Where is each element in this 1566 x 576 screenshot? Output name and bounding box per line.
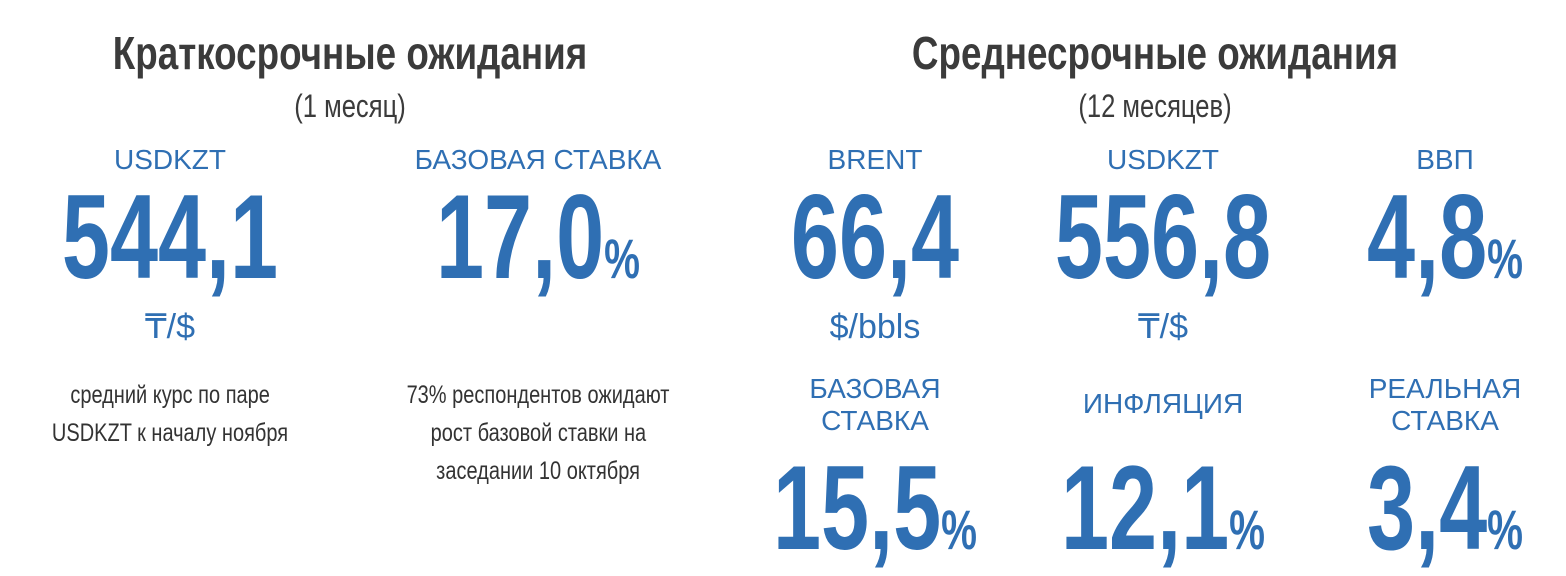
indicator-value: 3,4% <box>1337 448 1554 568</box>
note-line: средний курс по паре <box>22 376 317 414</box>
section-subtitle: (12 месяцев) <box>1059 90 1251 122</box>
note-line: 73% респондентов ожидают <box>374 376 703 414</box>
note-text: USDKZT к началу ноября <box>51 419 289 447</box>
label-line: USDKZT <box>114 144 226 175</box>
note-text: средний курс по паре <box>70 381 270 409</box>
section-subtitle-text: (1 месяц) <box>294 88 406 124</box>
section-subtitle: (1 месяц) <box>280 90 419 122</box>
label-line: ВВП <box>1416 144 1474 175</box>
label-line: СТАВКА <box>1391 405 1499 436</box>
note-line: заседании 10 октября <box>374 452 703 490</box>
value-number: 15,5 <box>772 441 942 575</box>
value-unit: % <box>941 498 978 561</box>
label-line: СТАВКА <box>821 405 929 436</box>
value-wrap: 3,4% <box>1367 448 1523 568</box>
indicator-value: 15,5% <box>733 448 1016 568</box>
value-wrap: 4,8% <box>1367 177 1523 297</box>
value-wrap: 556,8 <box>1055 177 1271 297</box>
note-text: заседании 10 октября <box>436 457 640 485</box>
value-number: 556,8 <box>1054 170 1272 304</box>
value-wrap: 17,0% <box>436 177 640 297</box>
label-line: BRENT <box>827 144 923 175</box>
value-number: 66,4 <box>790 170 960 304</box>
indicator-note: 73% респондентов ожидают рост базовой ста… <box>374 376 703 490</box>
value-number: 17,0 <box>435 170 605 304</box>
note-text: рост базовой ставки на <box>430 419 646 447</box>
note-text: 73% респондентов ожидают <box>406 381 670 409</box>
label-line: РЕАЛЬНАЯ <box>1368 373 1522 404</box>
indicator-value: 12,1% <box>1021 448 1304 568</box>
section-title: Краткосрочные ожидания <box>53 30 646 76</box>
indicator-label: ИНФЛЯЦИЯ <box>1083 388 1243 420</box>
indicator-note: средний курс по паре USDKZT к началу нояб… <box>22 376 317 452</box>
indicator-label: БАЗОВАЯ СТАВКА <box>415 144 662 176</box>
indicator-label: BRENT <box>828 144 923 176</box>
indicator-label: ВВП <box>1416 144 1473 176</box>
value-number: 544,1 <box>61 170 279 304</box>
value-wrap: 66,4 <box>791 177 959 297</box>
indicator-value: 556,8 <box>1013 177 1313 297</box>
indicator-label: USDKZT <box>114 144 226 176</box>
value-number: 4,8 <box>1367 170 1488 304</box>
indicator-label: БАЗОВАЯ СТАВКА <box>809 373 940 437</box>
value-unit: % <box>604 227 641 290</box>
note-line: USDKZT к началу ноября <box>22 414 317 452</box>
indicator-value: 4,8% <box>1337 177 1554 297</box>
section-title: Среднесрочные ожидания <box>851 30 1459 76</box>
value-unit: ₸/$ <box>145 308 195 346</box>
section-subtitle-text: (12 месяцев) <box>1078 88 1232 124</box>
label-line: USDKZT <box>1107 144 1219 175</box>
value-unit: ₸/$ <box>1138 308 1188 346</box>
indicator-value: 17,0% <box>396 177 679 297</box>
value-unit: % <box>1229 498 1266 561</box>
value-unit: % <box>1487 498 1523 561</box>
indicator-label: РЕАЛЬНАЯ СТАВКА <box>1369 373 1522 437</box>
value-wrap: 12,1% <box>1061 448 1265 568</box>
label-line: ИНФЛЯЦИЯ <box>1082 388 1244 419</box>
value-unit: % <box>1487 227 1523 290</box>
value-number: 12,1 <box>1060 441 1230 575</box>
note-line: рост базовой ставки на <box>374 414 703 452</box>
value-wrap: 544,1 <box>62 177 278 297</box>
section-title-text: Среднесрочные ожидания <box>911 27 1399 79</box>
label-line: БАЗОВАЯ <box>809 373 941 404</box>
label-line: БАЗОВАЯ СТАВКА <box>414 144 662 175</box>
indicator-value: 66,4 <box>758 177 992 297</box>
indicator-value: 544,1 <box>20 177 320 297</box>
indicator-label: USDKZT <box>1107 144 1219 176</box>
value-unit: $/bbls <box>829 308 921 346</box>
section-title-text: Краткосрочные ожидания <box>112 27 588 79</box>
value-wrap: 15,5% <box>773 448 977 568</box>
value-number: 3,4 <box>1367 441 1488 575</box>
